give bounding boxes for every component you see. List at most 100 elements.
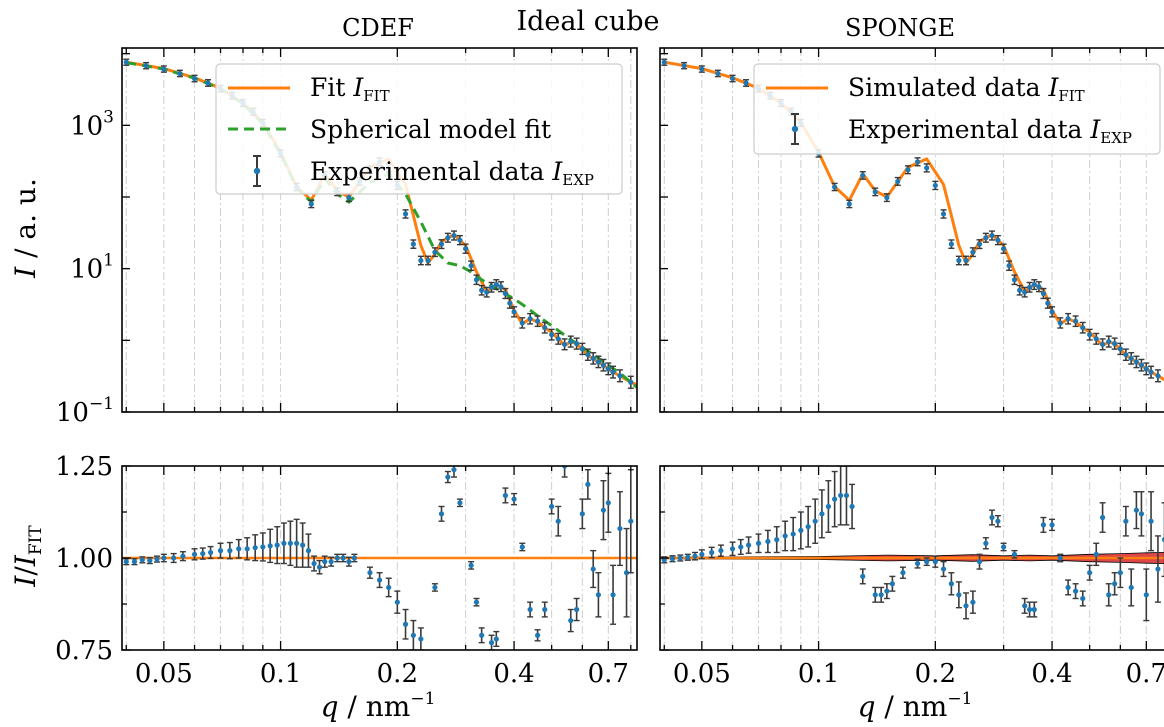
data-point [743, 80, 749, 86]
residual-point [1155, 566, 1161, 572]
y-tick-label: 0.75 [55, 636, 113, 666]
residual-point [699, 551, 705, 557]
data-point [1128, 355, 1134, 361]
data-point [457, 237, 463, 243]
residual-point [511, 496, 517, 502]
data-point [346, 195, 352, 201]
residual-point [872, 592, 878, 598]
residual-point [367, 570, 373, 576]
data-point [484, 289, 490, 295]
data-point [976, 241, 983, 247]
residual-point [340, 555, 346, 561]
residual-point [628, 518, 634, 524]
residual-point [351, 555, 357, 561]
residual-point [746, 542, 752, 548]
axes-frame-cdef-top [121, 47, 638, 413]
residual-point [838, 492, 844, 499]
residual-point [600, 507, 607, 513]
x-tick-label: 0.05 [673, 659, 731, 689]
data-point [948, 241, 954, 247]
residual-point [549, 503, 555, 510]
residual-point [914, 560, 921, 567]
data-point [1093, 336, 1099, 342]
residual-point [1106, 592, 1112, 598]
data-point [970, 249, 976, 255]
data-point [895, 178, 901, 185]
residual-point [610, 592, 616, 598]
data-point [438, 241, 445, 247]
data-point [177, 70, 183, 77]
residual-point [579, 511, 585, 517]
residual-point [983, 540, 989, 546]
data-point [914, 159, 921, 165]
data-point [498, 284, 504, 290]
x-tick-label: 0.7 [1126, 659, 1164, 689]
residual-point [1022, 603, 1028, 609]
data-point [860, 172, 866, 179]
data-point [715, 70, 721, 77]
residual-point [316, 564, 323, 570]
data-point [661, 59, 667, 65]
residual-point [805, 524, 811, 530]
data-point [924, 165, 930, 171]
data-point [479, 287, 485, 293]
data-point [983, 235, 989, 241]
residual-point [605, 500, 611, 506]
data-point [445, 235, 451, 241]
residual-point [900, 570, 906, 576]
data-point [1100, 341, 1106, 347]
x-tick-label: 0.1 [260, 659, 301, 689]
legend-box [753, 63, 1161, 155]
panel-title-cdef: CDEF [342, 14, 414, 42]
residual-point [812, 518, 818, 524]
residual-point [932, 559, 938, 565]
fit-line [664, 60, 1164, 382]
residual-point [1128, 584, 1134, 591]
residual-point [191, 551, 198, 557]
legend-label-fit: Fit IFIT [310, 73, 390, 105]
residual-point [774, 537, 780, 543]
residual-point [956, 592, 962, 598]
data-point [507, 300, 513, 306]
data-point [1112, 341, 1118, 347]
residual-point [585, 481, 591, 487]
residual-point [161, 555, 167, 561]
data-point [555, 336, 561, 342]
data-point [995, 237, 1001, 243]
data-point [568, 339, 574, 345]
data-point [468, 263, 474, 269]
y-tick-label: 101 [70, 251, 114, 285]
residual-point [123, 559, 129, 565]
data-point [425, 257, 431, 264]
data-point [493, 281, 499, 288]
y-tick-label: 1.25 [55, 452, 113, 482]
data-point [1011, 277, 1018, 283]
residual-point [386, 584, 392, 591]
legend-label-sphere: Spherical model fit [310, 115, 551, 144]
data-point [308, 201, 314, 207]
residual-point [217, 548, 224, 554]
data-point [432, 249, 438, 255]
residual-point [227, 548, 233, 554]
residual-point [798, 527, 804, 534]
data-point [410, 241, 416, 247]
residual-point [147, 557, 153, 564]
data-point [1143, 366, 1149, 372]
data-point [989, 232, 995, 239]
residual-point [519, 544, 525, 550]
residual-point [948, 581, 954, 587]
x-tick-label: 0.2 [915, 659, 956, 689]
residual-point [555, 518, 561, 524]
data-point [1049, 309, 1055, 315]
plot-area-sponge [661, 58, 1164, 383]
y-tick-label: 103 [70, 107, 114, 141]
axes-frame-sponge-top [659, 47, 1164, 413]
x-axis-label-cdef: q / nm−1 [321, 689, 436, 723]
data-point [1138, 362, 1145, 368]
residual-point [595, 592, 602, 598]
data-point [729, 75, 736, 82]
residual-area-sponge [660, 466, 1164, 622]
residual-point [1040, 522, 1047, 528]
data-point [527, 316, 533, 322]
data-point [562, 341, 568, 347]
